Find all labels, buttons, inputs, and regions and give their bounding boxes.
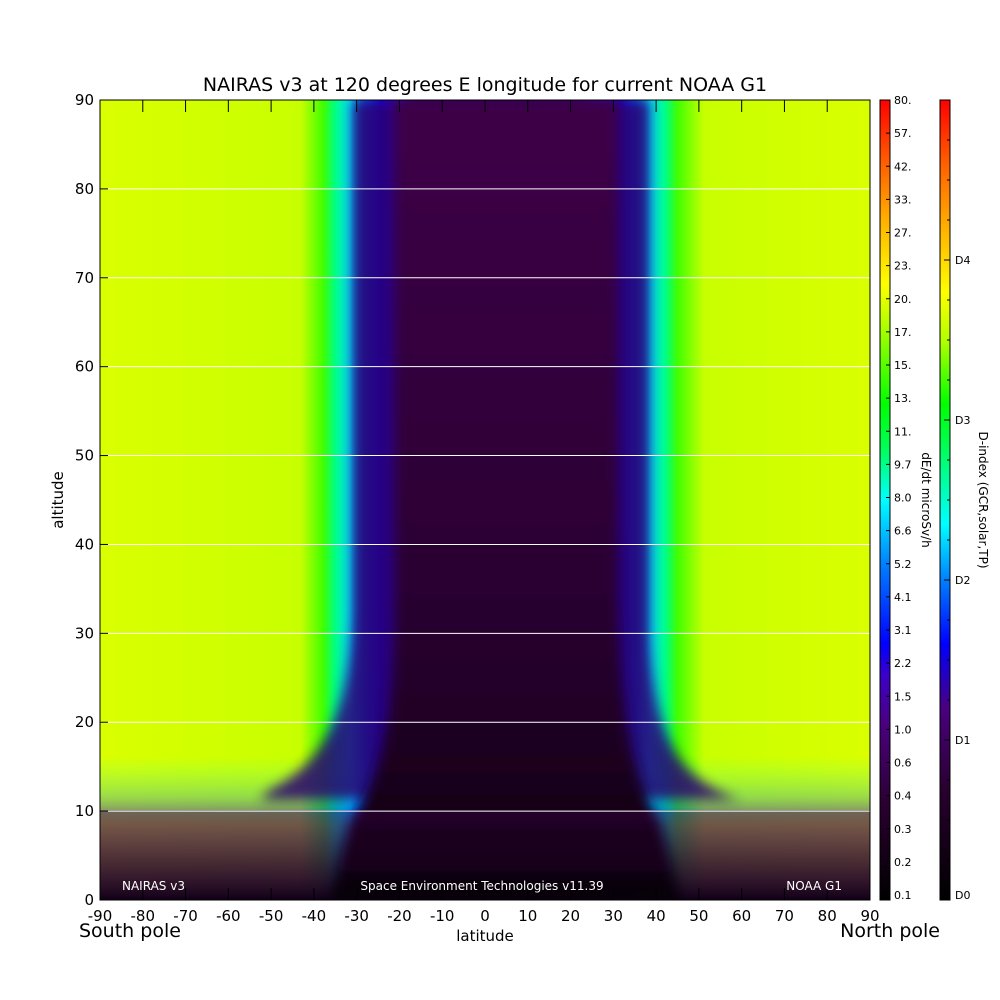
dindex-tick-label: D2 [955, 574, 970, 587]
dose-tick-label: 5.2 [894, 558, 912, 571]
x-tick-label: -70 [173, 907, 198, 925]
x-tick-label: 80 [818, 907, 837, 925]
y-tick-label: 80 [75, 180, 94, 198]
dose-colorbar-ticks: 0.1 0.2 0.3 0.4 0.6 1.0 1.5 2.2 3.1 4.1 5.2 6.6 8.0 9… [886, 94, 912, 902]
x-tick-label: 60 [732, 907, 751, 925]
dose-tick-label: 57. [894, 127, 912, 140]
dose-tick-label: 1.0 [894, 723, 912, 736]
y-tick-label: 50 [75, 447, 94, 465]
x-tick-label: -10 [430, 907, 455, 925]
dose-tick-label: 6.6 [894, 525, 912, 538]
dose-colorbar [879, 99, 891, 901]
x-tick-label: 50 [689, 907, 708, 925]
y-tick-label: 0 [84, 891, 94, 909]
x-tick-label: 70 [775, 907, 794, 925]
dindex-colorbar-ticks: D0 D1 D2 D3 D4 [944, 139, 970, 902]
dindex-tick-label: D0 [955, 889, 970, 902]
y-gridlines [100, 188, 870, 812]
dose-tick-label: 4.1 [894, 591, 912, 604]
dose-tick-label: 0.6 [894, 757, 912, 770]
y-axis-label: altitude [49, 471, 67, 529]
heatmap-field [100, 100, 870, 900]
x-axis: -90 -80 -70 -60 -50 -40 -30 -20 -10 0 10 20 30 40 50 60… [88, 100, 880, 925]
dose-tick-label: 42. [894, 160, 912, 173]
x-tick-label: -30 [344, 907, 369, 925]
x-tick-label: -40 [302, 907, 327, 925]
footer-scale-label: NOAA G1 [786, 879, 842, 893]
x-tick-label: 10 [518, 907, 537, 925]
dindex-tick-label: D3 [955, 414, 970, 427]
dose-tick-label: 80. [894, 94, 912, 107]
y-tick-label: 10 [75, 802, 94, 820]
x-tick-label: 90 [860, 907, 879, 925]
dose-tick-label: 3.1 [894, 624, 912, 637]
dose-tick-label: 0.1 [894, 889, 912, 902]
x-tick-label: -20 [387, 907, 412, 925]
y-tick-label: 20 [75, 713, 94, 731]
chart-title: NAIRAS v3 at 120 degrees E longitude for… [203, 74, 767, 96]
x-tick-label: 30 [604, 907, 623, 925]
x-tick-label: -80 [131, 907, 156, 925]
footer-credit-label: Space Environment Technologies v11.39 [360, 879, 603, 893]
dose-tick-label: 1.5 [894, 690, 912, 703]
dindex-tick-label: D4 [955, 254, 970, 267]
x-tick-label: -60 [216, 907, 241, 925]
dose-tick-label: 20. [894, 293, 912, 306]
heatmap-trough-inner [330, 100, 680, 900]
x-tick-label: 40 [647, 907, 666, 925]
dose-tick-label: 9.7 [894, 458, 912, 471]
y-tick-label: 40 [75, 535, 94, 553]
dose-colorbar-label: dE/dt microSv/h [919, 452, 933, 547]
dindex-tick-label: D1 [955, 734, 970, 747]
dose-tick-label: 17. [894, 326, 912, 339]
x-axis-label: latitude [456, 927, 514, 945]
y-tick-label: 60 [75, 358, 94, 376]
south-pole-label: South pole [79, 920, 181, 942]
dose-tick-label: 0.2 [894, 856, 912, 869]
dose-tick-label: 13. [894, 392, 912, 405]
dose-tick-label: 11. [894, 425, 912, 438]
dose-tick-label: 0.3 [894, 823, 912, 836]
dose-tick-label: 0.4 [894, 790, 912, 803]
dose-tick-label: 8.0 [894, 492, 912, 505]
heatmap-low-band [100, 810, 870, 900]
dose-tick-label: 15. [894, 359, 912, 372]
x-tick-label: 0 [480, 907, 490, 925]
dose-tick-label: 33. [894, 193, 912, 206]
x-tick-label: -90 [88, 907, 113, 925]
y-axis: 0 10 20 30 40 50 60 70 80 90 [75, 91, 108, 909]
dose-tick-label: 2.2 [894, 657, 912, 670]
north-pole-label: North pole [840, 920, 940, 942]
dose-tick-label: 27. [894, 227, 912, 240]
x-tick-label: 20 [561, 907, 580, 925]
dindex-colorbar-label: D-index (GCR,solar,TP) [976, 431, 990, 568]
dose-tick-label: 23. [894, 260, 912, 273]
y-tick-label: 70 [75, 269, 94, 287]
x-tick-label: -50 [259, 907, 284, 925]
footer-model-label: NAIRAS v3 [122, 879, 185, 893]
y-tick-label: 30 [75, 624, 94, 642]
y-tick-label: 90 [75, 91, 94, 109]
